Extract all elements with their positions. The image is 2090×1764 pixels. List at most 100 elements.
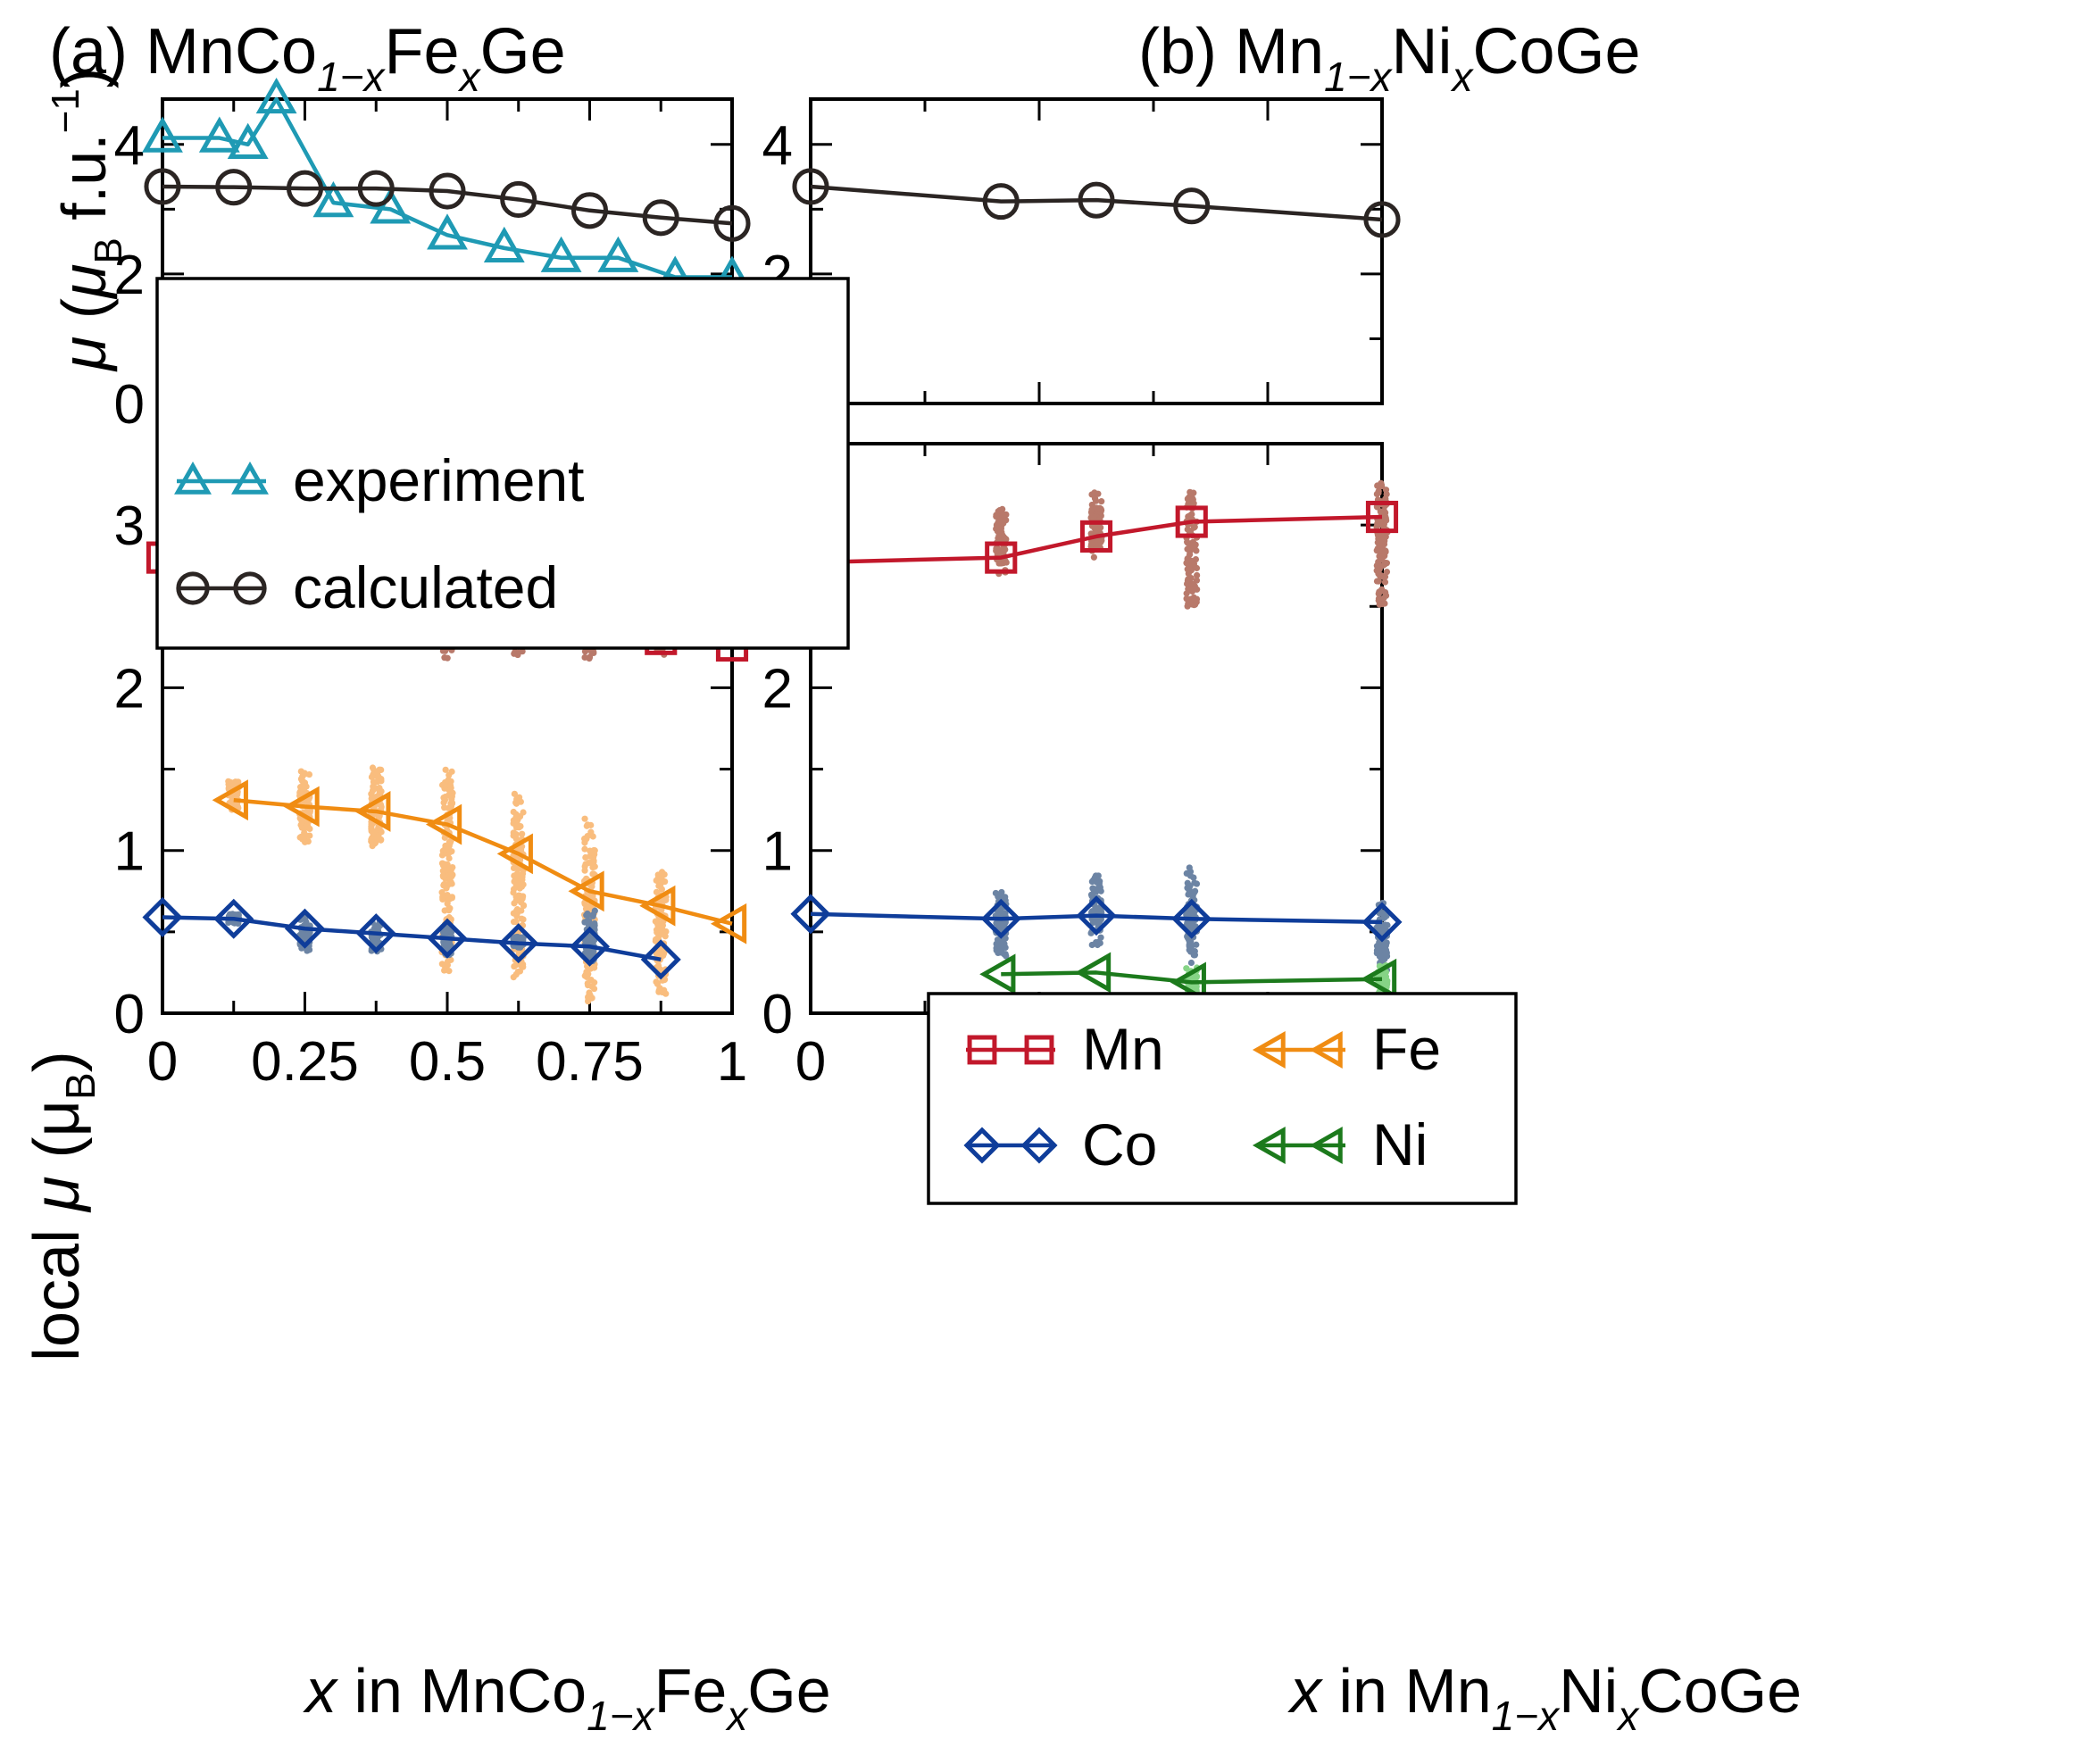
panel-b-bottom-mn-sample-point — [1377, 518, 1384, 526]
panel-a-top-calculated-point — [144, 168, 181, 205]
panel-a-bottom-fe-sample-point — [512, 830, 520, 838]
panel-a-title: (a) MnCo1−xFexGe — [49, 16, 566, 100]
panel-b-x-axis-label: x in Mn1−xNixCoGe — [1287, 1656, 1802, 1739]
panel-a-top-ytick-label: 4 — [114, 115, 145, 177]
panel-b-bottom-co-sample-point — [1087, 891, 1095, 898]
panel-a-bottom-fe-sample-point — [512, 907, 520, 914]
panel-b-bottom-co-sample-point — [1095, 879, 1103, 886]
panel-a-bottom-fe-sample-point — [368, 836, 375, 844]
panel-b-top-ytick-label: 4 — [762, 115, 793, 177]
panel-a-bottom-co-sample-point — [514, 934, 521, 941]
legend-experiment-label: experiment — [293, 447, 585, 513]
panel-a-bottom-fe-sample-point — [654, 919, 661, 926]
panel-b-bottom-mn-sample-point — [1098, 498, 1105, 505]
panel-a-bottom-fe-sample-point — [441, 907, 448, 914]
panel-a-top-ytick-label: 2 — [114, 245, 145, 306]
panel-a-bottom-fe-sample-point — [519, 830, 526, 837]
panel-a-bottom-fe-point — [212, 779, 248, 821]
panel-b-bottom-co-sample-point — [1191, 952, 1199, 959]
panel-a-bottom-fe-sample-point — [581, 867, 588, 874]
panel-b-bottom-mn-sample-point — [1003, 559, 1010, 566]
panel-b-bottom-mn-sample-point — [1191, 601, 1199, 608]
panel-b-bottom-co-sample-point — [1092, 939, 1100, 946]
panel-a-x-axis-label: x in MnCo1−xFexGe — [303, 1656, 831, 1739]
panel-a-bottom-co-point — [142, 896, 183, 937]
panel-b-bottom-mn-sample-point — [1381, 573, 1389, 580]
panel-b-top-calculated-point — [982, 183, 1020, 220]
panel-b-bottom-co-sample-point — [1186, 941, 1193, 948]
panel-a-bottom-fe-sample-point — [438, 889, 445, 896]
panel-a-bottom-fe-sample-point — [306, 832, 313, 839]
legend-calculated-swatch-marker — [233, 571, 267, 605]
panel-a-bottom-fe-sample-point — [591, 847, 598, 854]
panel-b-bottom-mn-sample-point — [1193, 577, 1201, 584]
panel-b-bottom-mn-sample-point — [1378, 482, 1386, 490]
panel-a-bottom-co-sample-point — [589, 936, 596, 943]
panel-a-bottom-fe-sample-point — [368, 790, 375, 797]
panel-b-bottom-co-sample-point — [1095, 919, 1102, 927]
panel-b-bottom-co-sample-point — [1002, 951, 1009, 958]
panel-a-top-calculated-point — [215, 169, 253, 206]
panel-b-bottom-co-sample-point — [1183, 911, 1190, 919]
panel-a-bottom-fe-sample-point — [305, 770, 313, 778]
panel-b-bottom-co-point — [1171, 898, 1212, 939]
panel-a-bottom-fe-sample-point — [662, 896, 669, 903]
panel-b-bottom-mn-sample-point — [1381, 600, 1388, 607]
panel-b-bottom-mn-sample-point — [1378, 586, 1386, 593]
panel-b-bottom-co-point — [790, 894, 831, 935]
legend-mn-label: Mn — [1082, 1016, 1164, 1082]
panel-b-bottom-ni-point — [1170, 961, 1206, 1003]
legends-layer: experiment calculated Mn Co Fe Ni — [155, 277, 1518, 1205]
legend-calculated-label: calculated — [293, 554, 558, 620]
panel-a-bottom-fe-sample-point — [445, 792, 453, 799]
panel-b-bottom-mn-sample-point — [1187, 488, 1194, 495]
panel-b-bottom-xtick-label: 0 — [795, 1031, 826, 1093]
panel-a-top-experiment-point — [227, 122, 269, 159]
panel-a-bottom-fe-sample-point — [438, 852, 446, 859]
panel-b-bottom-mn-point — [1175, 505, 1208, 538]
panel-a-top-calculated-point — [286, 170, 324, 207]
legend-mn-swatch-marker — [967, 1035, 997, 1065]
panel-a-bottom-fe-sample-point — [589, 870, 596, 878]
panel-a-bottom-co-sample-point — [232, 911, 239, 919]
panel-b-bottom-mn-sample-point — [1194, 571, 1201, 579]
panel-b-top-calculated-point — [1078, 181, 1115, 219]
legend-fe-label: Fe — [1372, 1016, 1441, 1082]
panel-b-bottom-mn-sample-point — [1097, 538, 1104, 546]
panel-b-bottom-ytick-label: 0 — [762, 984, 793, 1045]
legend-calculated-swatch-marker — [176, 571, 210, 605]
panel-b-bottom-co-sample-point — [1376, 948, 1383, 955]
panel-b-bottom-ni-line — [1001, 970, 1383, 985]
panel-a-bottom-fe-sample-point — [447, 778, 454, 785]
panel-b-bottom-mn-sample-point — [1095, 490, 1102, 497]
panel-a-bottom-fe-sample-point — [441, 796, 449, 803]
panel-a-bottom-fe-sample-point — [581, 845, 588, 853]
panel-a-bottom-fe-sample-point — [445, 879, 453, 886]
panel-a-bottom-co-point — [498, 923, 539, 964]
panel-b-bottom-mn-sample-point — [995, 518, 1003, 525]
panel-a-bottom-co-cloud — [581, 907, 598, 965]
panel-a-bottom-fe-sample-point — [517, 822, 524, 830]
panel-a-bottom-fe-sample-point — [581, 815, 588, 822]
panel-b-bottom-mn-sample-point — [996, 507, 1003, 514]
panel-b-top-calculated-point — [1363, 201, 1401, 238]
panel-a-bottom-fe-sample-point — [660, 950, 668, 957]
panel-b-bottom-mn-sample-point — [1188, 580, 1196, 587]
panel-b-bottom-mn-sample-point — [1373, 578, 1381, 585]
panel-a-bottom-fe-sample-point — [512, 799, 520, 806]
panel-b-top-calculated-point — [792, 168, 829, 205]
panel-b-bottom-mn-sample-point — [1188, 557, 1195, 565]
panel-a-bottom-fe-sample-point — [444, 961, 451, 969]
panel-b-bottom-co-sample-point — [992, 889, 999, 897]
bottom-y-axis-label: local μ (μB) — [21, 1051, 104, 1361]
panel-a-bottom-fe-sample-point — [652, 936, 660, 943]
panel-a-bottom-co-point — [569, 926, 611, 967]
panel-b-bottom-mn-sample-point — [1090, 553, 1097, 561]
panel-b-bottom-mn-sample-point — [1184, 566, 1191, 573]
panel-b-bottom-ni-point — [979, 953, 1016, 995]
panel-b-bottom-mn-sample-point — [1190, 524, 1197, 531]
panel-a-bottom-fe-sample-point — [440, 967, 448, 974]
panel-a-bottom-fe-point — [354, 791, 391, 832]
panel-a-bottom-fe-sample-point — [511, 790, 518, 797]
panel-a-top-experiment-point — [427, 213, 468, 250]
